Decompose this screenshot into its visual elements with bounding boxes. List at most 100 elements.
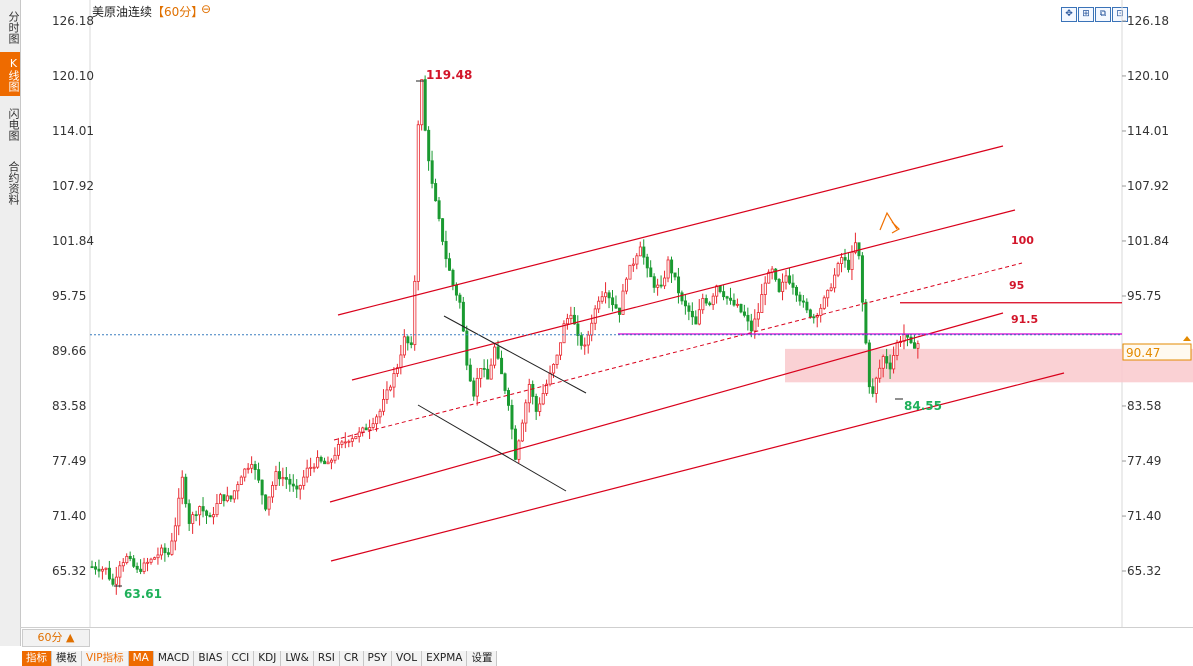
candle-body xyxy=(739,303,743,313)
candle-body xyxy=(840,257,844,264)
period-select[interactable]: 60分 ▲ xyxy=(22,629,90,647)
candle-body xyxy=(541,393,545,405)
toolbar-kdj-button[interactable]: KDJ xyxy=(254,651,282,666)
candle-body xyxy=(586,334,590,346)
toolbar-ma-button[interactable]: MA xyxy=(128,651,154,666)
toolbar-settings-button[interactable]: 设置 xyxy=(467,651,498,666)
toolbar-vip-indicator-button[interactable]: VIP指标 xyxy=(82,651,129,666)
candle-body xyxy=(184,476,188,505)
candle-body xyxy=(246,467,250,470)
move-icon[interactable]: ✥ xyxy=(1061,7,1077,22)
candle-body xyxy=(736,303,740,306)
tab-tick-chart[interactable]: 闪电图 xyxy=(7,107,20,141)
candle-body xyxy=(402,336,406,356)
toolbar-macd-button[interactable]: MACD xyxy=(153,651,195,666)
candle-body xyxy=(451,269,455,286)
y-tick-label-right: 83.58 xyxy=(1127,399,1161,413)
candle-body xyxy=(847,259,851,270)
candle-body xyxy=(503,373,507,391)
candle-body xyxy=(520,422,524,442)
candle-body xyxy=(819,307,823,316)
toolbar-vol-button[interactable]: VOL xyxy=(391,651,423,666)
chart-title: 美原油连续【60分】 xyxy=(92,3,203,20)
toolbar-bias-button[interactable]: BIAS xyxy=(194,651,228,666)
channel-lower-line xyxy=(330,372,1065,562)
candle-body xyxy=(486,368,490,380)
tab-contract-info[interactable]: 合约资料 xyxy=(7,161,20,205)
candle-body xyxy=(697,309,701,325)
toolbar-rsi-button[interactable]: RSI xyxy=(313,651,340,666)
toolbar-indicator-button[interactable]: 指标 xyxy=(22,651,52,666)
candles xyxy=(90,75,920,595)
candle-body xyxy=(496,346,500,359)
candle-body xyxy=(201,506,205,512)
arrow-annotation xyxy=(879,211,898,231)
y-tick-label-left: 107.92 xyxy=(52,179,94,193)
toolbar-lw-button[interactable]: LW& xyxy=(281,651,314,666)
grid-icon[interactable]: ⊞ xyxy=(1078,7,1094,22)
date-axis-bar xyxy=(20,627,1193,647)
candle-body xyxy=(378,410,382,418)
channel-upper-line xyxy=(337,145,1004,316)
candle-body xyxy=(416,124,420,282)
candle-body xyxy=(552,363,556,374)
y-tick-label-right: 101.84 xyxy=(1127,234,1169,248)
candle-body xyxy=(652,276,656,288)
candle-body xyxy=(555,354,559,365)
candle-body xyxy=(260,479,264,496)
toolbar-cci-button[interactable]: CCI xyxy=(227,651,255,666)
candle-body xyxy=(534,396,538,412)
candle-body xyxy=(309,466,313,469)
toolbar-template-button[interactable]: 模板 xyxy=(52,651,82,666)
period-label: 【60分】 xyxy=(152,5,204,19)
y-tick-label-left: 114.01 xyxy=(52,124,94,138)
candle-body xyxy=(604,292,608,298)
toolbar-expma-button[interactable]: EXPMA xyxy=(422,651,468,666)
toolbar-cr-button[interactable]: CR xyxy=(339,651,364,666)
candle-body xyxy=(454,284,458,296)
candle-body xyxy=(156,554,160,559)
candle-body xyxy=(232,490,236,500)
candle-body xyxy=(392,373,396,388)
candle-body xyxy=(822,297,826,309)
candle-body xyxy=(559,342,563,356)
candle-body xyxy=(788,275,792,284)
candle-body xyxy=(177,497,181,527)
restore-icon[interactable]: ⧉ xyxy=(1095,7,1111,22)
candle-body xyxy=(621,290,625,315)
candle-body xyxy=(114,576,118,585)
toolbar-psy-button[interactable]: PSY xyxy=(363,651,392,666)
candle-body xyxy=(826,289,830,299)
candle-body xyxy=(395,367,399,374)
y-tick-label-left: 120.10 xyxy=(52,69,94,83)
candle-body xyxy=(638,246,642,257)
candle-body xyxy=(340,441,344,445)
tab-kline[interactable]: K线图 xyxy=(0,52,20,96)
candle-body xyxy=(347,440,351,443)
candle-body xyxy=(236,484,240,492)
tab-timeshare[interactable]: 分时图 xyxy=(7,10,20,44)
candle-body xyxy=(749,320,753,332)
kline-chart[interactable]: 126.18 126.18 120.10 120.10 114.01 114.01 107.… xyxy=(0,0,1193,627)
instrument-name: 美原油连续 xyxy=(92,5,153,19)
current-price-up-icon xyxy=(1183,336,1191,341)
candle-body xyxy=(527,384,531,404)
candle-body xyxy=(808,309,812,318)
collapse-toggle-icon[interactable]: ⊖ xyxy=(201,2,212,16)
candle-body xyxy=(104,567,108,570)
candle-body xyxy=(250,464,254,469)
candle-body xyxy=(135,565,139,570)
maximize-icon[interactable]: ⊡ xyxy=(1112,7,1128,22)
candle-body xyxy=(239,476,243,485)
candle-body xyxy=(663,277,667,287)
y-tick-label-right: 107.92 xyxy=(1127,179,1169,193)
candle-body xyxy=(829,287,833,291)
candle-body xyxy=(163,547,167,554)
candle-body xyxy=(611,297,615,306)
candle-body xyxy=(607,292,611,299)
candle-body xyxy=(885,356,889,364)
candle-body xyxy=(867,342,871,388)
candle-body xyxy=(673,272,677,278)
low-price-label-start: 63.61 xyxy=(124,587,162,601)
candle-body xyxy=(277,471,281,480)
